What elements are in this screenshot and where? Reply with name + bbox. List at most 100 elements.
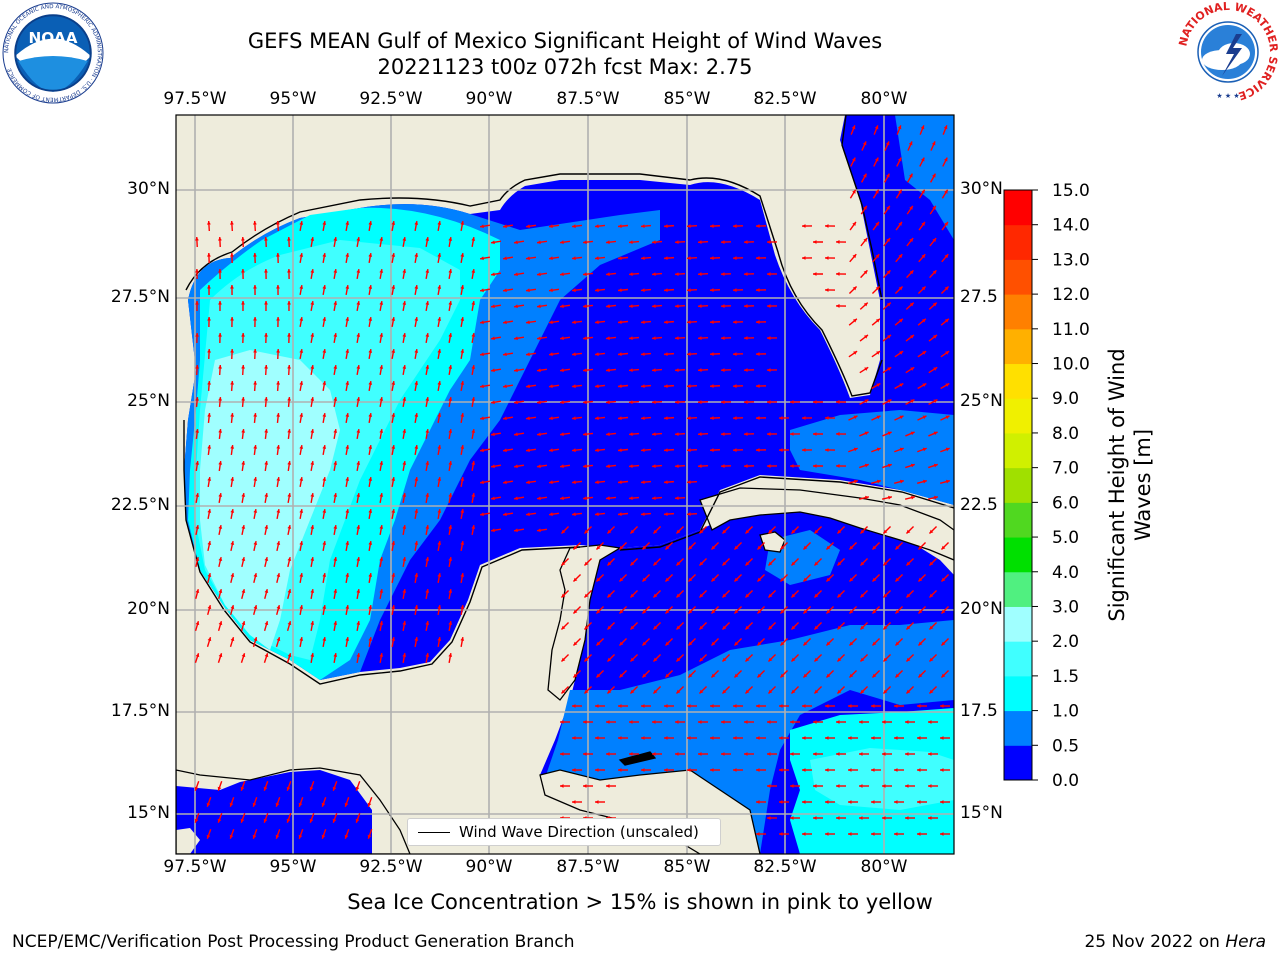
wave-arrow-head [230,413,235,417]
wave-arrow-head [722,689,727,694]
wave-arrow-head [813,464,817,468]
wave-arrow-head [802,736,806,740]
wave-arrow-head [252,221,257,225]
wave-arrow-head [299,413,304,417]
wave-arrow-head [894,800,898,804]
gulf-water [184,115,954,680]
wave-arrow-head [379,365,384,369]
wave-arrow-head [253,573,258,578]
wave-arrow-head [526,352,530,357]
colorbar: 0.0 0.5 1.0 1.5 2.0 3.0 4.0 5.0 6.0 7.0 8.0 9.0 10.0… [1003,181,1090,791]
wave-arrow-head [514,240,518,245]
wave-arrow-head [836,304,840,308]
lon-label-bottom: 85°W [663,857,711,877]
colorbar-tick-label: 4.0 [1052,563,1079,583]
wave-arrow-head [264,589,269,594]
wave-arrow-head [872,545,877,550]
wave-arrow-head [688,641,693,646]
wave-arrow-head [905,816,909,820]
wave-arrow-head [876,383,881,387]
wave-arrow-head [642,673,647,678]
wave-arrow-head [391,605,396,609]
wave-arrow-head [853,447,858,452]
wave-arrow-head [491,464,495,469]
wave-arrow-head [929,593,934,598]
wave-arrow-head [917,768,921,772]
wave-arrow-head [618,704,622,708]
wave-arrow-head [802,832,806,836]
wave-arrow-head [921,286,926,291]
wave-arrow-head [560,752,564,756]
wave-arrow-head [391,285,396,289]
wave-arrow-head [345,285,350,289]
wave-arrow-head [414,509,419,513]
wave-arrow-head [310,557,315,561]
wave-arrow-head [619,545,624,550]
wave-arrow-head [641,416,645,421]
legend-label: Wind Wave Direction (unscaled) [459,823,699,841]
wave-arrow-head [851,125,856,130]
colorbar-tick-label: 6.0 [1052,493,1079,513]
wave-arrow-head [595,288,599,293]
wave-arrow-head [848,832,852,836]
wave-arrow-head [698,752,702,756]
wave-arrow-head [780,673,785,678]
wave-arrow-head [287,237,291,241]
wave-arrow-head [414,221,419,225]
wave-arrow-head [425,237,430,241]
wave-arrow-head [287,493,292,497]
wave-arrow-head [940,768,944,772]
wave-arrow-head [230,381,235,385]
wave-arrow-head [332,818,337,823]
wave-arrow-head [240,818,245,823]
wave-arrow-head [721,432,725,436]
wave-arrow-head [618,448,622,453]
wave-arrow-head [503,448,507,453]
wave-arrow-head [276,477,281,481]
wave-arrow-head [767,816,771,820]
wave-arrow-head [883,529,888,534]
wave-arrow-head [379,653,384,657]
wave-arrow-head [836,464,840,468]
wave-arrow-head [560,496,564,501]
wave-arrow-head [322,605,327,609]
wave-arrow-head [414,317,419,321]
wave-arrow-head [537,528,541,533]
wave-arrow-head [922,415,927,420]
wave-arrow-head [596,609,601,614]
colorbar-tick-label: 5.0 [1052,528,1079,548]
wave-arrow-head [733,768,737,772]
wave-arrow-head [322,637,327,641]
wave-arrow-head [652,240,656,245]
wave-arrow-head [356,621,361,625]
wave-arrow-head [299,605,304,609]
wave-arrow-head [652,464,656,469]
wave-arrow-head [745,561,750,566]
colorbar-tick-label: 14.0 [1052,216,1090,236]
wave-arrow-head [882,720,886,724]
wave-arrow-head [642,545,647,550]
wave-arrow-head [918,545,923,550]
noaa-logo-text: NOAA [28,29,77,47]
wave-arrow-head [526,416,530,421]
wave-arrow-head [333,525,338,529]
wave-arrow-head [918,609,923,614]
wave-arrow-head [526,224,530,229]
wave-arrow-head [606,784,610,788]
wave-arrow-head [437,637,442,641]
wave-arrow-head [897,125,902,130]
wave-arrow-head [722,529,727,534]
wave-arrow-head [756,352,760,356]
wave-arrow-head [514,464,518,469]
wave-arrow-head [572,768,576,772]
wave-arrow-head [379,589,384,593]
wave-arrow-head [368,573,373,577]
colorbar-segment [1004,641,1032,677]
wave-arrow-head [471,333,476,337]
wave-arrow-head [217,786,222,791]
wave-arrow-head [826,545,831,550]
wave-arrow-head [871,704,875,708]
colorbar-segment [1004,710,1032,746]
wave-arrow-head [675,400,679,405]
wave-arrow-head [345,477,350,481]
